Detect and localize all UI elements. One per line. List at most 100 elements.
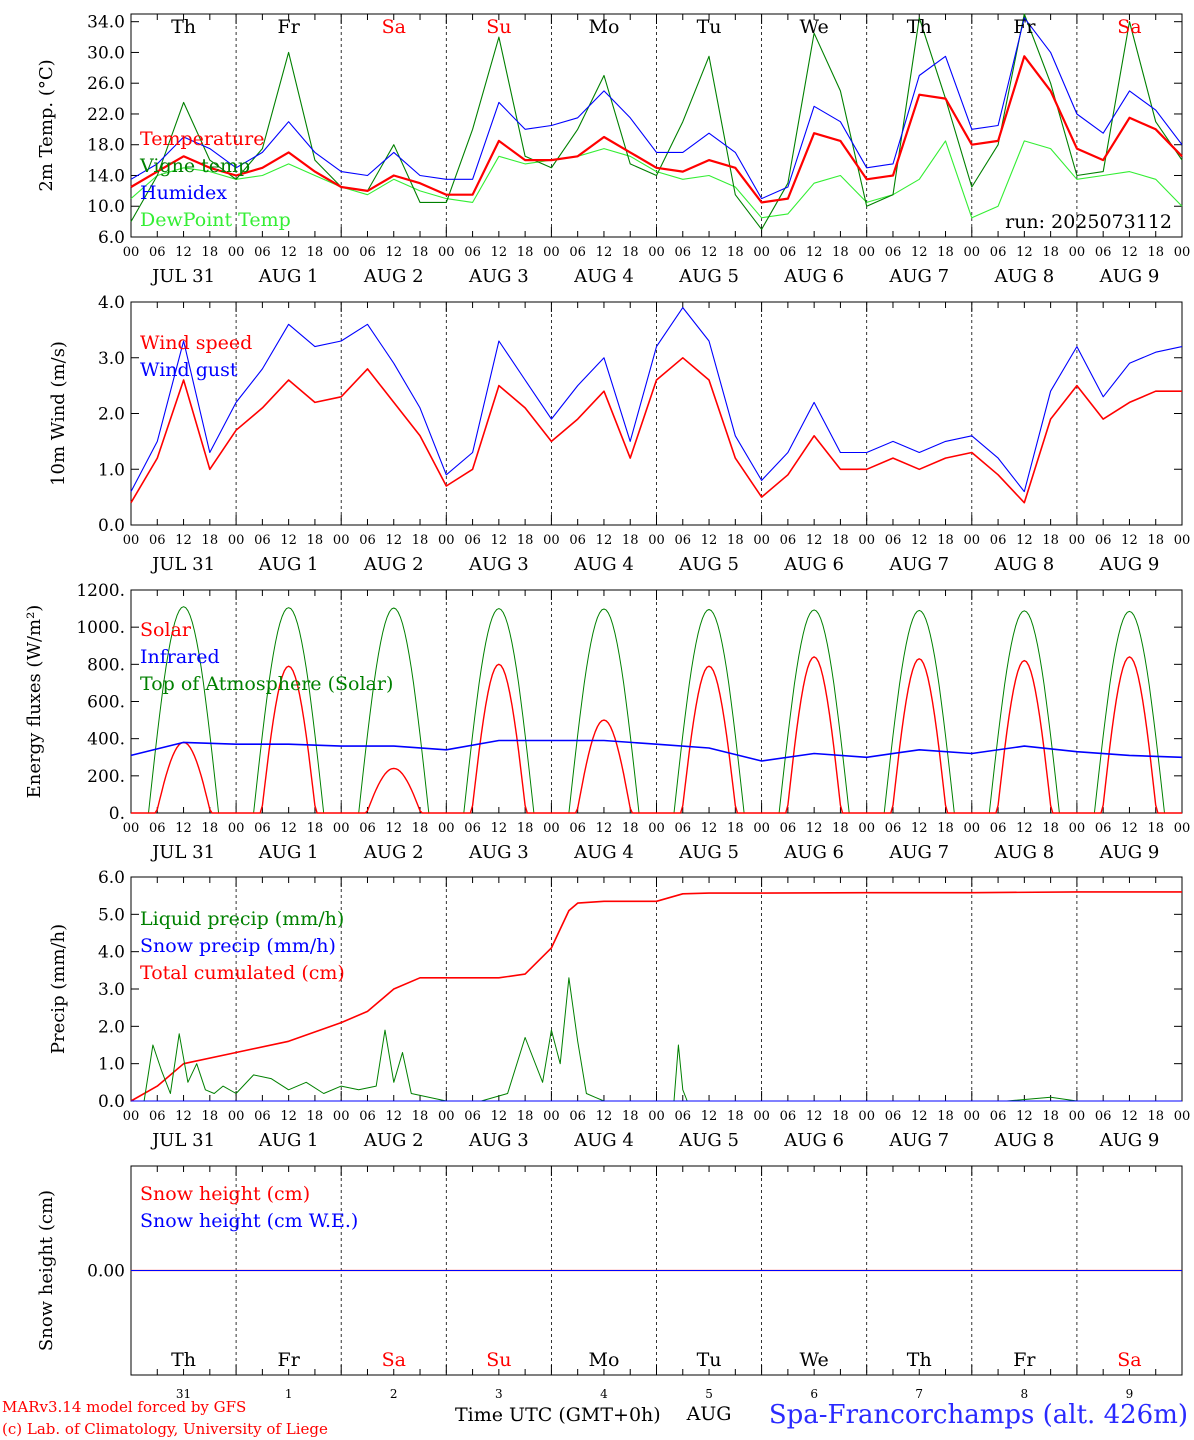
energy-hour-label: 00 xyxy=(228,821,245,836)
precip-hour-label: 12 xyxy=(385,1109,402,1124)
temperature-hour-label: 00 xyxy=(1069,245,1086,260)
energy-hour-label: 06 xyxy=(359,821,376,836)
energy-legend-entry: Infrared xyxy=(140,646,220,668)
temperature-day-of-week: Th xyxy=(171,16,196,38)
wind-date-label: AUG 3 xyxy=(468,554,529,575)
temperature-hour-label: 06 xyxy=(254,245,271,260)
snow-day-number: 7 xyxy=(915,1387,923,1401)
precip-hour-label: 06 xyxy=(675,1109,692,1124)
snow-day-number: 8 xyxy=(1021,1387,1029,1401)
precip-hour-label: 12 xyxy=(911,1109,928,1124)
wind-hour-label: 12 xyxy=(1121,533,1138,548)
energy-hour-label: 00 xyxy=(123,821,140,836)
energy-hour-label: 12 xyxy=(1121,821,1138,836)
wind-hour-label: 12 xyxy=(491,533,508,548)
wind-hour-label: 18 xyxy=(202,533,219,548)
temperature-hour-label: 12 xyxy=(1121,245,1138,260)
temperature-date-label: AUG 9 xyxy=(1099,266,1160,287)
precip-hour-label: 18 xyxy=(517,1109,534,1124)
energy-frame xyxy=(130,589,1183,814)
wind-ytick-label: 0.0 xyxy=(98,516,125,536)
precip-hour-label: 00 xyxy=(1174,1109,1191,1124)
energy-legend-entry: Top of Atmosphere (Solar) xyxy=(140,673,393,695)
temperature-hour-label: 00 xyxy=(858,245,875,260)
energy-hour-label: 12 xyxy=(701,821,718,836)
precip-hour-label: 18 xyxy=(832,1109,849,1124)
temperature-date-label: AUG 8 xyxy=(993,266,1054,287)
precip-ytick-label: 3.0 xyxy=(98,980,125,1000)
precip-hour-label: 18 xyxy=(412,1109,429,1124)
wind-hour-label: 18 xyxy=(832,533,849,548)
precip-ytick-label: 6.0 xyxy=(98,868,125,888)
temperature-series-vigne-temp xyxy=(130,13,1183,230)
energy-hour-label: 18 xyxy=(727,821,744,836)
temperature-day-of-week: We xyxy=(800,16,829,38)
temperature-day-of-week: Sa xyxy=(1117,16,1141,38)
temperature-date-label: AUG 1 xyxy=(258,266,319,287)
energy-hour-label: 18 xyxy=(937,821,954,836)
precip-hour-label: 18 xyxy=(1042,1109,1059,1124)
wind-date-label: AUG 5 xyxy=(678,554,739,575)
energy-hour-label: 00 xyxy=(1069,821,1086,836)
precip-date-label: JUL 31 xyxy=(150,1130,215,1151)
wind-hour-label: 18 xyxy=(622,533,639,548)
temperature-series-dewpoint-temp xyxy=(130,140,1183,219)
energy-date-label: JUL 31 xyxy=(150,842,215,863)
temperature-hour-label: 06 xyxy=(569,245,586,260)
precip-hour-label: 12 xyxy=(1121,1109,1138,1124)
precip-hour-label: 12 xyxy=(280,1109,297,1124)
wind-hour-label: 00 xyxy=(123,533,140,548)
snow-day-of-week: Sa xyxy=(382,1349,406,1371)
precip-ytick-label: 0.0 xyxy=(98,1092,125,1112)
temperature-hour-label: 18 xyxy=(517,245,534,260)
precip-series-liquid-precip-mm-h- xyxy=(131,977,1182,1102)
snow-day-of-week: Fr xyxy=(278,1349,301,1371)
temperature-legend-entry: Temperature xyxy=(140,128,264,150)
snow-day-number: 4 xyxy=(600,1387,608,1401)
temperature-day-of-week: Fr xyxy=(278,16,301,38)
energy-hour-label: 18 xyxy=(202,821,219,836)
temperature-run-annotation: run: 2025073112 xyxy=(1005,211,1172,233)
wind-hour-label: 00 xyxy=(1174,533,1191,548)
wind-date-label: AUG 4 xyxy=(573,554,634,575)
energy-hour-label: 12 xyxy=(806,821,823,836)
snow-ylabel: Snow height (cm) xyxy=(36,1190,57,1351)
energy-hour-label: 06 xyxy=(885,821,902,836)
precip-hour-label: 18 xyxy=(937,1109,954,1124)
precip-hour-label: 06 xyxy=(464,1109,481,1124)
precip-hour-label: 06 xyxy=(780,1109,797,1124)
temperature-hour-label: 00 xyxy=(964,245,981,260)
precip-ytick-label: 4.0 xyxy=(98,943,125,963)
snow-day-of-week: Fr xyxy=(1013,1349,1036,1371)
precip-legend-entry: Snow precip (mm/h) xyxy=(140,935,336,957)
precip-hour-label: 12 xyxy=(596,1109,613,1124)
wind-ytick-label: 1.0 xyxy=(98,460,125,480)
energy-hour-label: 00 xyxy=(753,821,770,836)
temperature-hour-label: 18 xyxy=(832,245,849,260)
temperature-ylabel: 2m Temp. (°C) xyxy=(36,59,57,191)
energy-hour-label: 00 xyxy=(648,821,665,836)
temperature-legend-entry: Humidex xyxy=(140,182,227,204)
precip-hour-label: 06 xyxy=(254,1109,271,1124)
precip-legend-entry: Total cumulated (cm) xyxy=(140,962,345,984)
temperature-day-of-week: Tu xyxy=(697,16,722,38)
snow-day-of-week: Sa xyxy=(1117,1349,1141,1371)
energy-hour-label: 12 xyxy=(175,821,192,836)
energy-hour-label: 06 xyxy=(1095,821,1112,836)
energy-ytick-label: 1000. xyxy=(76,618,125,638)
temperature-date-label: AUG 4 xyxy=(573,266,634,287)
temperature-hour-label: 00 xyxy=(123,245,140,260)
precip-hour-label: 00 xyxy=(1069,1109,1086,1124)
wind-hour-label: 06 xyxy=(675,533,692,548)
temperature-hour-label: 12 xyxy=(491,245,508,260)
snow-day-number: 3 xyxy=(495,1387,503,1401)
energy-date-label: AUG 6 xyxy=(783,842,844,863)
energy-ytick-label: 200. xyxy=(87,767,125,787)
precip-hour-label: 00 xyxy=(333,1109,350,1124)
wind-hour-label: 18 xyxy=(307,533,324,548)
energy-hour-label: 18 xyxy=(832,821,849,836)
precip-date-label: AUG 9 xyxy=(1099,1130,1160,1151)
precip-hour-label: 12 xyxy=(1016,1109,1033,1124)
wind-legend-entry: Wind gust xyxy=(140,359,238,381)
temperature-hour-label: 06 xyxy=(1095,245,1112,260)
